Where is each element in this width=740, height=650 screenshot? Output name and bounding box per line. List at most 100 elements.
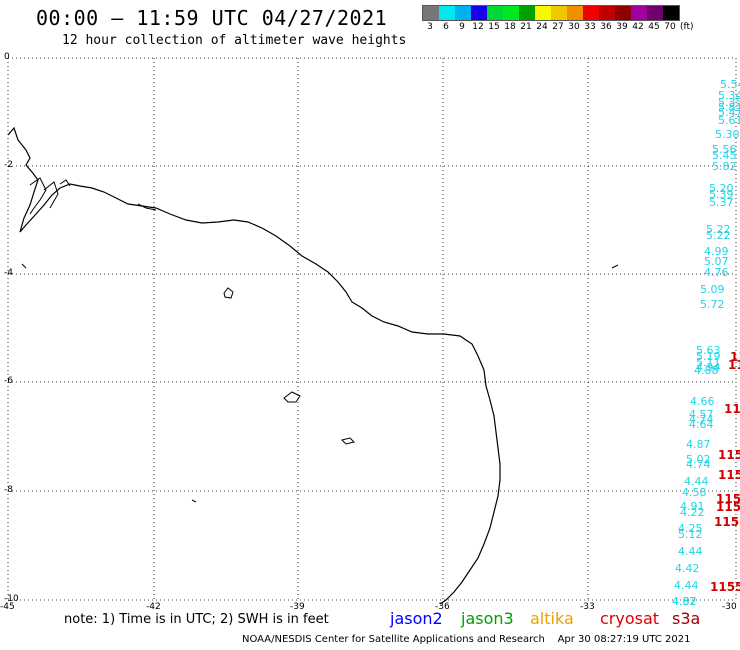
wave-height-value: 5.09	[700, 283, 725, 296]
small-island	[283, 391, 301, 403]
legend-label: 21	[520, 22, 532, 32]
wave-height-value: 5.45	[712, 149, 737, 162]
coastal-inlet-detail	[29, 177, 157, 215]
longitude-label: -45	[0, 602, 15, 612]
wave-height-value-high: 11	[724, 402, 740, 416]
small-island	[223, 287, 234, 299]
legend-label: 12	[472, 22, 484, 32]
wave-height-value-high: 115	[718, 468, 740, 482]
wave-height-value: 4.25	[678, 522, 703, 535]
legend-swatch	[503, 6, 519, 20]
wave-height-value: 5.39	[709, 188, 734, 201]
footer-note: note: 1) Time is in UTC; 2) SWH is in fe…	[64, 612, 329, 627]
legend-swatch	[615, 6, 631, 20]
legend-label: 70	[664, 22, 676, 32]
legend-label: 42	[632, 22, 644, 32]
wave-height-value: 5.82	[712, 160, 737, 173]
legend-label: 9	[459, 22, 465, 32]
satellite-name: s3a	[672, 609, 701, 628]
longitude-label: -39	[290, 602, 305, 612]
latitude-label: -4	[4, 268, 13, 278]
latitude-label: -6	[4, 376, 13, 386]
satellite-name: altika	[530, 609, 574, 628]
wave-height-value: 5.34	[718, 89, 740, 102]
footer-credit: NOAA/NESDIS Center for Satellite Applica…	[242, 634, 691, 645]
wave-height-value: 4.88	[694, 364, 719, 377]
legend-label: 27	[552, 22, 564, 32]
latitude-label: -8	[4, 485, 13, 495]
legend-swatch	[599, 6, 615, 20]
wave-height-value: 5.07	[704, 255, 729, 268]
legend-swatch	[631, 6, 647, 20]
wave-height-value: 5.22	[706, 223, 731, 236]
wave-height-value-high: 115	[714, 515, 740, 529]
legend-swatch	[551, 6, 567, 20]
legend-label: 39	[616, 22, 628, 32]
legend-label: 6	[443, 22, 449, 32]
credit-text: NOAA/NESDIS Center for Satellite Applica…	[242, 634, 545, 645]
wave-height-value-high: 1155	[710, 580, 740, 594]
wave-height-value: 5.02	[686, 453, 711, 466]
wave-height-value: 4.99	[704, 245, 729, 258]
legend-swatch	[583, 6, 599, 20]
wave-height-value: 4.74	[686, 458, 711, 471]
latitude-label: -2	[4, 160, 13, 170]
wave-height-value: 4.58	[682, 486, 707, 499]
legend-swatch	[535, 6, 551, 20]
legend-swatch	[519, 6, 535, 20]
wave-height-value: 5.30	[715, 128, 740, 141]
wave-height-value: 4.66	[690, 395, 715, 408]
small-island	[21, 263, 27, 269]
legend-swatch	[471, 6, 487, 20]
legend-swatch	[439, 6, 455, 20]
wave-height-value: 4.94	[696, 361, 721, 374]
wave-height-value: 5.72	[700, 298, 725, 311]
legend-label: 33	[584, 22, 596, 32]
wave-height-value: 5.56	[712, 143, 737, 156]
wave-height-value: 4.64	[689, 418, 714, 431]
wave-height-value: 4.37	[672, 595, 697, 608]
wave-height-value-high: 115	[718, 448, 740, 462]
generated-timestamp: Apr 30 08:27:19 UTC 2021	[557, 634, 691, 645]
satellite-name: cryosat	[600, 609, 660, 628]
wave-height-value: 4.44	[674, 579, 699, 592]
wave-height-value: 4.87	[686, 438, 711, 451]
wave-height-value: 4.42	[675, 562, 700, 575]
color-scale-legend	[422, 5, 680, 21]
wave-height-value: 4.91	[680, 500, 705, 513]
longitude-label: -36	[435, 602, 450, 612]
wave-height-value: 5.22	[706, 229, 731, 242]
legend-swatch	[487, 6, 503, 20]
latitude-label: -10	[4, 594, 19, 604]
map-title: 00:00 – 11:59 UTC 04/27/2021	[36, 6, 388, 30]
wave-height-value: 5.47	[718, 106, 740, 119]
legend-swatch	[455, 6, 471, 20]
longitude-label: -33	[580, 602, 595, 612]
wave-height-value: 4.74	[689, 413, 714, 426]
wave-height-value: 4.57	[689, 408, 714, 421]
wave-height-value: 4.44	[684, 475, 709, 488]
legend-label: 30	[568, 22, 580, 32]
legend-swatch	[423, 6, 439, 20]
wave-height-value: 5.12	[678, 528, 703, 541]
wave-height-value-high: 11	[730, 350, 740, 364]
wave-height-value: 5.81	[718, 101, 740, 114]
legend-label: 18	[504, 22, 516, 32]
legend-label: (ft)	[680, 22, 694, 32]
latitude-label: 0	[4, 52, 10, 62]
wave-height-value: 5.11	[696, 356, 721, 369]
brazil-coastline	[7, 126, 501, 605]
wave-height-value: 4.44	[678, 545, 703, 558]
wave-height-value-high: 115	[716, 492, 740, 506]
color-scale-labels: 3 6 9 12 15 18 21 24 27 30 33 36 39 42 45 70 (ft)	[422, 22, 694, 32]
longitude-label: -30	[722, 602, 737, 612]
wave-height-value: 4.76	[704, 266, 729, 279]
small-island	[191, 499, 197, 503]
satellite-name: jason3	[461, 609, 514, 628]
wave-height-value: 5.37	[709, 196, 734, 209]
satellite-name: jason2	[390, 609, 443, 628]
wave-height-value: 5.63	[696, 344, 721, 357]
legend-label: 3	[427, 22, 433, 32]
